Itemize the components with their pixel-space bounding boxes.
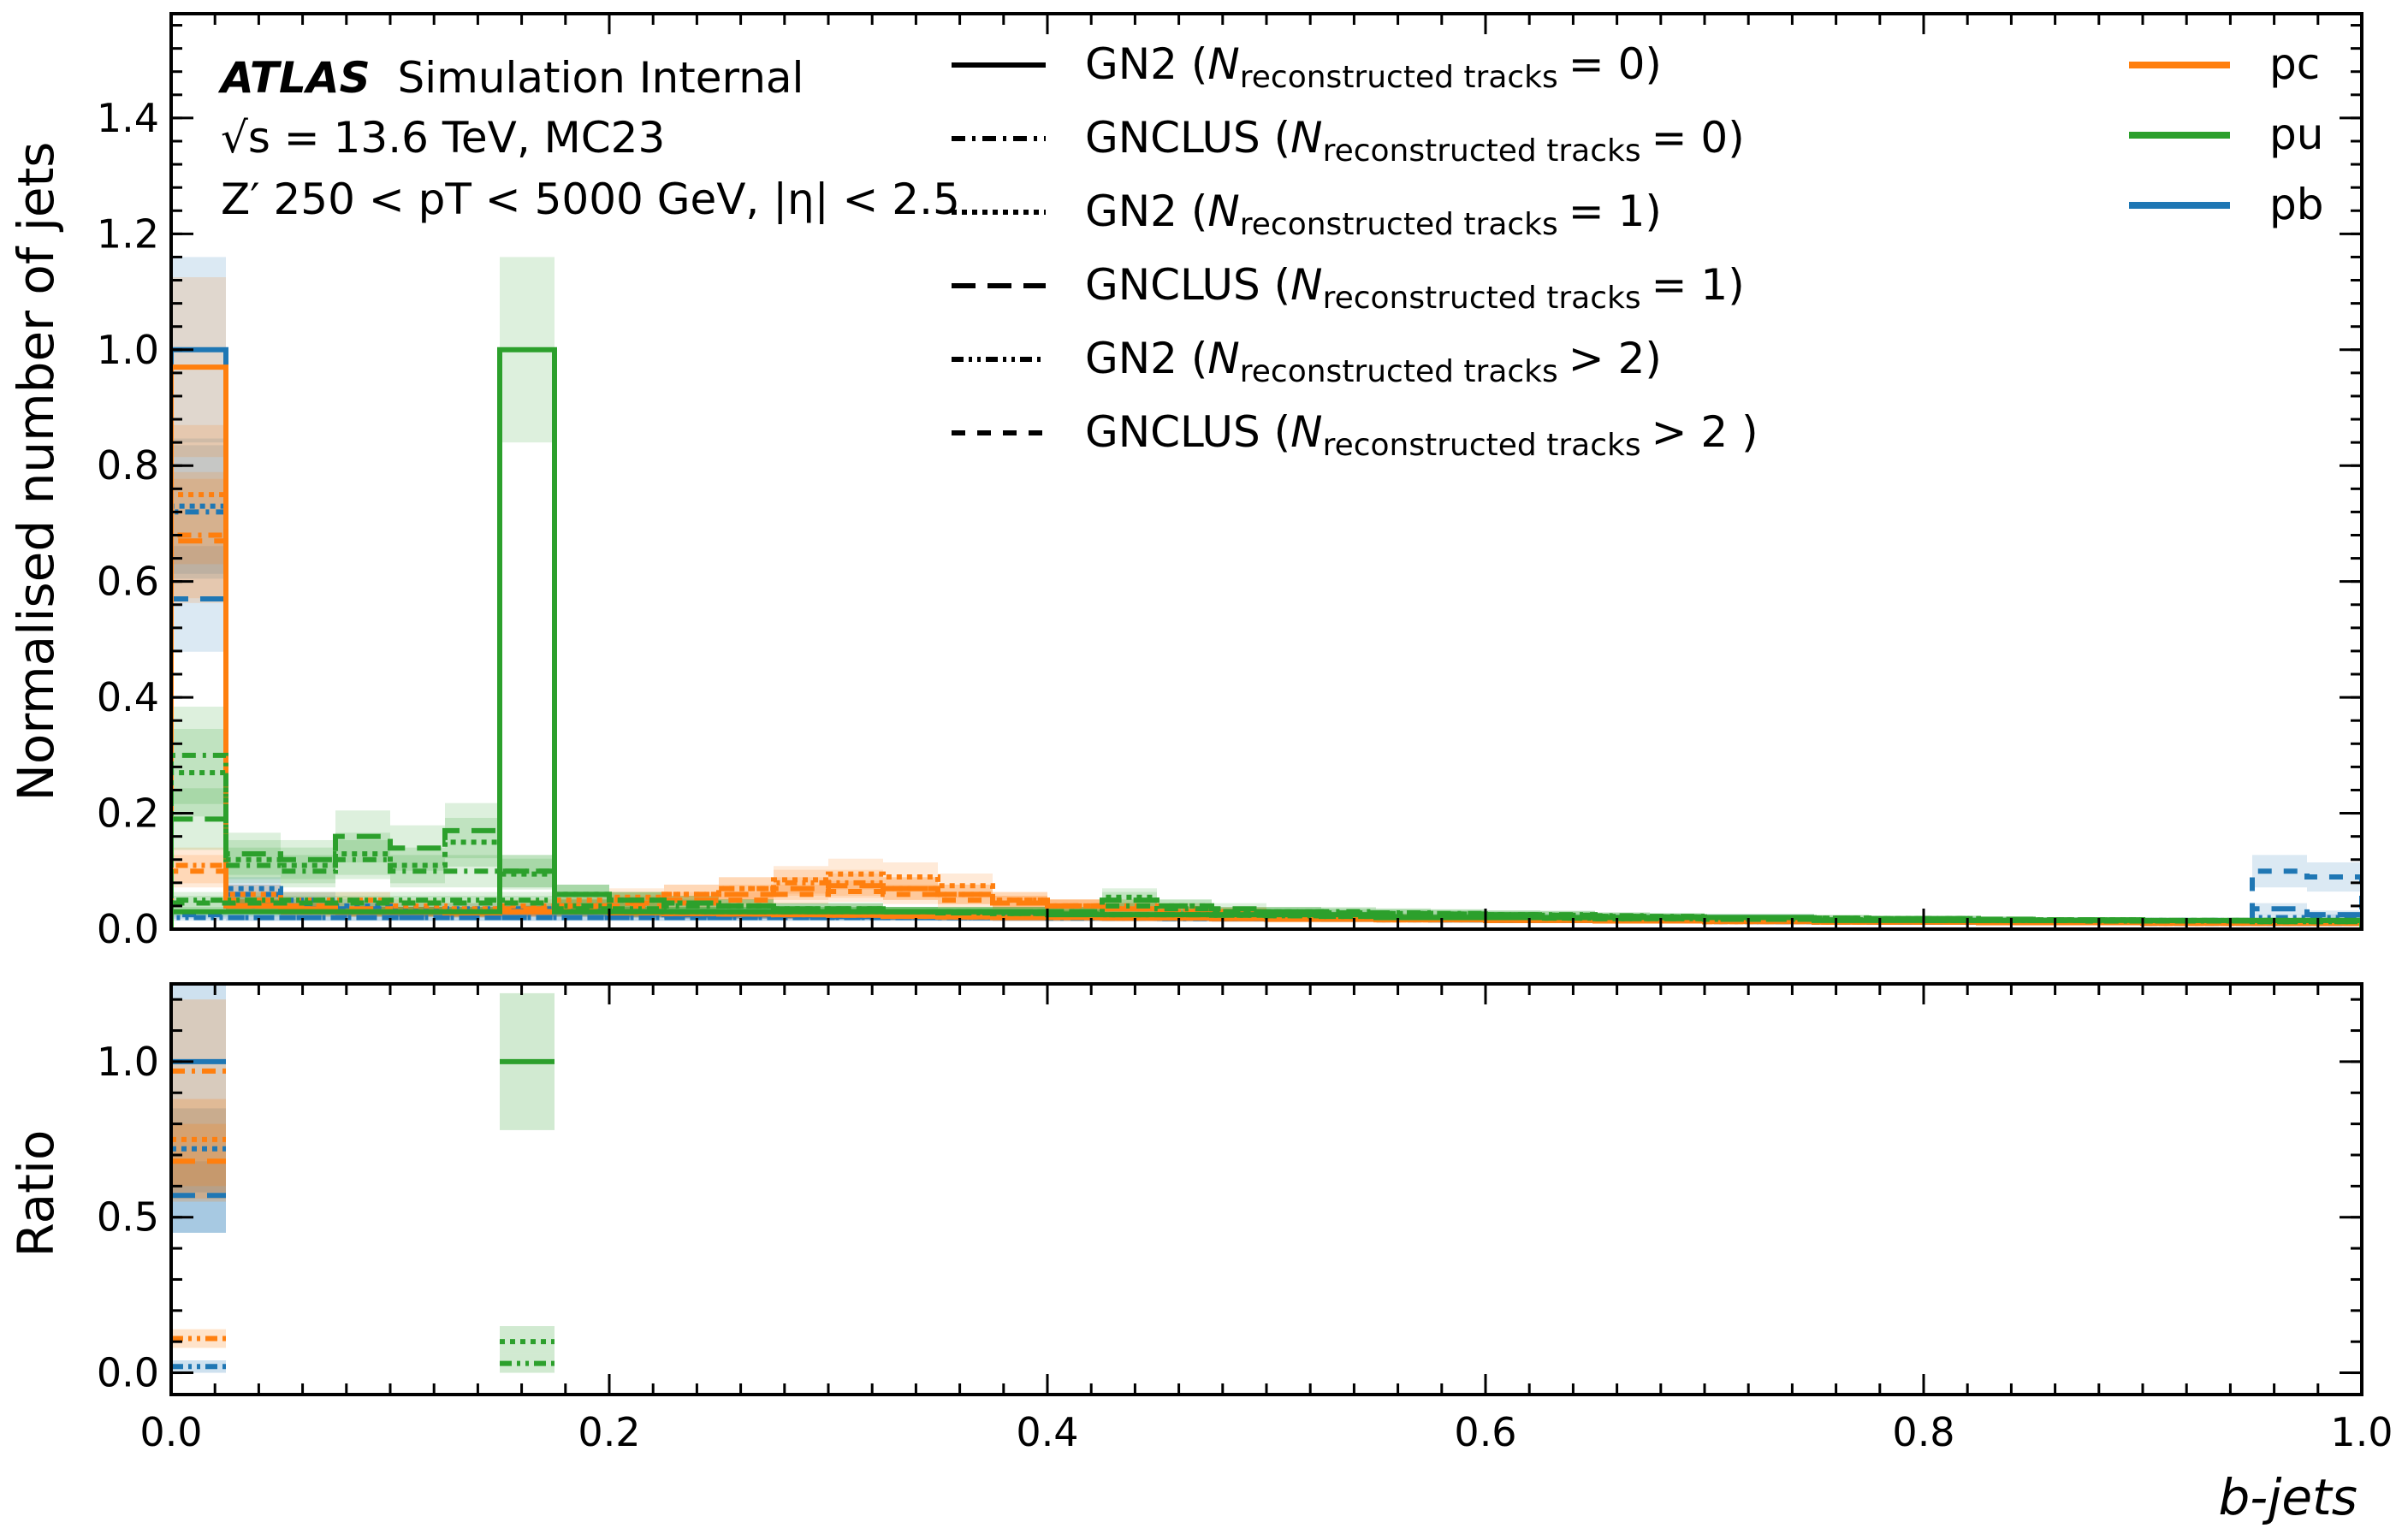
- band-pc-dashdotdot-bin-11: [774, 869, 828, 896]
- bottom-ticks: 0.0 0.5 1.0 0.0 0.2 0.4 0.6 0.8 1.0: [97, 984, 2393, 1455]
- legend-style-label: GNCLUS (Nreconstructed tracks = 0): [1085, 113, 1745, 169]
- y-tick-label: 0.5: [97, 1194, 159, 1241]
- ratio-band-pc-4: [171, 999, 226, 1202]
- legend-color-label-pu: pu: [2269, 110, 2323, 159]
- x-tick-label: 0.2: [578, 1409, 640, 1455]
- ratio-series: [171, 984, 555, 1373]
- y-tick-label: 1.4: [97, 95, 159, 141]
- band-pu-dotted-bin-22: [1376, 909, 1431, 918]
- x-tick-label: 0.6: [1454, 1409, 1516, 1455]
- legend-style-label: GN2 (Nreconstructed tracks = 0): [1085, 39, 1662, 95]
- top-y-axis-label: Normalised number of jets: [7, 141, 65, 801]
- band-pb-dashdotdot-bin-39: [2307, 914, 2362, 921]
- band-pb-dashdotdot-bin-1: [226, 914, 281, 921]
- band-pb-dashdotdot-bin-8: [609, 914, 664, 921]
- atlas-annotation: ATLAS Simulation Internal √s = 13.6 TeV,…: [217, 53, 960, 224]
- legend-style-label: GNCLUS (Nreconstructed tracks > 2 ): [1085, 407, 1758, 463]
- band-pb-dash-bin-0: [171, 910, 226, 919]
- bottom-y-axis-label: Ratio: [7, 1130, 65, 1258]
- bottom-panel: 0.0 0.5 1.0 0.0 0.2 0.4 0.6 0.8 1.0 Ratio b-jets: [7, 982, 2393, 1526]
- legend-style-label: GN2 (Nreconstructed tracks = 1): [1085, 187, 1662, 242]
- y-tick-label: 0.0: [97, 906, 159, 952]
- band-pu-dashdotdot-bin-0: [171, 891, 226, 909]
- ratio-band-pb-0: [171, 984, 226, 1233]
- y-tick-label: 0.6: [97, 559, 159, 605]
- band-pu-longdash-bin-22: [1376, 909, 1431, 918]
- top-panel: 0.0 0.2 0.4 0.6 0.8 1.0 1.2 1.4 Normalised numb…: [7, 12, 2363, 952]
- band-pb-dash-bin-6: [500, 914, 555, 921]
- ratio-band-pc-5: [171, 1099, 226, 1187]
- legend-style-label: GNCLUS (Nreconstructed tracks = 1): [1085, 260, 1745, 316]
- y-tick-label: 1.2: [97, 210, 159, 257]
- y-tick-label: 1.0: [97, 1039, 159, 1085]
- atlas-selection: Z′ 250 < pT < 5000 GeV, |η| < 2.5: [221, 175, 960, 224]
- y-tick-label: 0.4: [97, 674, 159, 720]
- legend-style-label: GN2 (Nreconstructed tracks > 2): [1085, 334, 1662, 389]
- y-tick-label: 1.0: [97, 327, 159, 373]
- band-pb-dash-bin-8: [609, 914, 664, 921]
- band-pb-longdash-bin-39: [2307, 910, 2362, 919]
- atlas-status: Simulation Internal: [398, 53, 804, 103]
- band-pu-dashdot-bin-22: [1376, 908, 1431, 918]
- band-pb-dashdotdot-bin-6: [500, 914, 555, 921]
- ratio-band-pu-9: [500, 1326, 555, 1354]
- y-tick-label: 0.8: [97, 442, 159, 489]
- y-tick-label: 0.2: [97, 791, 159, 837]
- band-pb-dash-bin-1: [226, 914, 281, 921]
- top-ticks: 0.0 0.2 0.4 0.6 0.8 1.0 1.2 1.4: [97, 14, 2363, 952]
- style-legend: GN2 (Nreconstructed tracks = 0) GNCLUS (Nr…: [952, 39, 1758, 463]
- color-legend: pc pu pb: [2129, 39, 2323, 229]
- atlas-energy: √s = 13.6 TeV, MC23: [221, 113, 665, 163]
- x-tick-label: 0.0: [139, 1409, 202, 1455]
- legend-color-label-pb: pb: [2269, 180, 2323, 229]
- atlas-label: ATLAS: [217, 53, 371, 103]
- legend-color-label-pc: pc: [2269, 39, 2320, 89]
- x-tick-label: 1.0: [2330, 1409, 2393, 1455]
- top-histograms: [171, 346, 2362, 929]
- svg-text:ATLAS Simulation Inter: ATLAS Simulation Internal: [217, 53, 804, 103]
- x-tick-label: 0.8: [1892, 1409, 1954, 1455]
- x-axis-label: b-jets: [2218, 1468, 2357, 1526]
- x-tick-label: 0.4: [1016, 1409, 1078, 1455]
- series-pu-longdash: [171, 816, 2362, 929]
- y-tick-label: 0.0: [97, 1350, 159, 1396]
